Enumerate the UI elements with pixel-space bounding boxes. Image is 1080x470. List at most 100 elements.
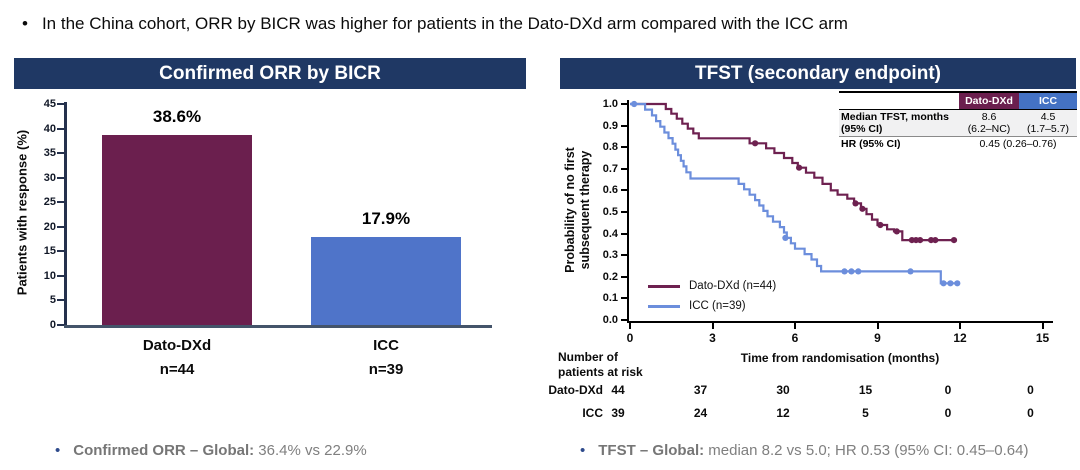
- icc-line-swatch: [648, 304, 680, 308]
- orr-ytick-mark: [57, 127, 64, 130]
- footer-orr-text: Confirmed ORR – Global: 36.4% vs 22.9%: [73, 442, 367, 459]
- km-ytick-mark: [621, 297, 627, 300]
- censor-mark: [848, 268, 855, 275]
- orr-ytick-label: 40: [43, 122, 56, 135]
- orr-ytick-label: 30: [43, 171, 56, 184]
- orr-ytick-label: 45: [43, 98, 56, 110]
- km-x-axis-line: [627, 321, 1053, 323]
- risk-table-title: Number of patients at risk: [558, 350, 643, 379]
- km-ytick-label: 0.2: [602, 270, 618, 283]
- km-curve-icc: [630, 102, 958, 285]
- risk-value-icc-m12: 0: [944, 406, 952, 420]
- km-xtick-mark: [959, 323, 961, 329]
- stats-median-icc: 4.5 (1.7–5.7): [1026, 111, 1070, 135]
- tfst-stats-table: Dato-DXd ICC Median TFST, months (95% CI…: [839, 91, 1077, 151]
- km-y-axis-label-line1: Probability of no first: [563, 147, 577, 273]
- orr-category-label: ICC: [373, 337, 399, 354]
- footer-bullet-tfst: • TFST – Global: median 8.2 vs 5.0; HR 0…: [580, 442, 1028, 459]
- orr-panel-title: Confirmed ORR by BICR: [14, 58, 526, 89]
- footer-tfst-text: TFST – Global: median 8.2 vs 5.0; HR 0.5…: [598, 442, 1029, 459]
- km-ytick-label: 0.9: [602, 119, 618, 132]
- risk-value-icc-m15: 0: [1027, 406, 1034, 420]
- km-xtick-label: 15: [1035, 331, 1050, 345]
- orr-ytick-label: 5: [49, 294, 56, 307]
- km-ytick-label: 0.0: [602, 314, 618, 326]
- risk-value-icc-m6: 12: [776, 406, 790, 420]
- orr-ytick-label: 25: [43, 196, 56, 209]
- stats-median-row: Median TFST, months (95% CI) 8.6 (6.2–NC…: [839, 110, 1077, 137]
- km-xtick-label: 6: [791, 331, 799, 345]
- orr-value-label: 38.6%: [152, 107, 202, 127]
- legend-item-icc: ICC (n=39): [648, 296, 776, 316]
- km-xtick-mark: [1041, 323, 1044, 329]
- orr-ytick-mark: [57, 274, 64, 277]
- km-ytick-mark: [621, 232, 627, 235]
- orr-ytick-label: 35: [43, 147, 56, 160]
- orr-bar-icc: [311, 237, 461, 325]
- km-curves: [630, 100, 961, 287]
- km-curve-dato-dxd: [630, 102, 955, 242]
- risk-value-dato-dxd-m12: 0: [944, 383, 952, 397]
- risk-row-label-dato-dxd: Dato-DXd: [548, 383, 603, 397]
- km-y-axis-label-line2: subsequent therapy: [578, 150, 592, 270]
- headline-bullet: • In the China cohort, ORR by BICR was h…: [22, 14, 1062, 34]
- km-ytick-label: 0.3: [602, 249, 618, 262]
- orr-category-sublabel: n=39: [368, 361, 404, 378]
- km-xtick-mark: [876, 323, 879, 329]
- risk-value-dato-dxd-m3: 37: [693, 383, 708, 397]
- risk-value-dato-dxd-m9: 15: [858, 383, 873, 397]
- km-ytick-mark: [621, 275, 627, 278]
- stats-header-dato-dxd: Dato-DXd: [959, 93, 1019, 109]
- censor-mark: [893, 228, 900, 235]
- headline-text: In the China cohort, ORR by BICR was hig…: [41, 14, 848, 33]
- orr-ytick-mark: [57, 324, 64, 326]
- censor-mark: [907, 268, 914, 275]
- censor-mark: [855, 268, 862, 275]
- censor-mark: [950, 237, 958, 244]
- stats-hr-row: HR (95% CI) 0.45 (0.26–0.76): [839, 137, 1077, 151]
- km-ytick-label: 0.7: [602, 162, 618, 175]
- km-ytick-label: 0.1: [602, 292, 618, 305]
- censor-mark: [954, 280, 961, 287]
- risk-value-icc-m9: 5: [862, 406, 869, 420]
- risk-value-icc-m3: 24: [693, 406, 708, 420]
- censor-mark: [940, 280, 947, 287]
- censor-mark: [796, 164, 803, 171]
- risk-value-dato-dxd-m6: 30: [776, 383, 790, 397]
- orr-ytick-mark: [57, 225, 64, 228]
- km-ytick-mark: [621, 189, 627, 192]
- orr-category-label: Dato-DXd: [142, 337, 212, 354]
- censor-mark: [859, 205, 866, 212]
- legend-label: Dato-DXd (n=44): [689, 280, 777, 292]
- risk-row-label-icc: ICC: [582, 406, 603, 420]
- orr-ytick-mark: [57, 250, 64, 253]
- orr-category-sublabel: n=44: [159, 361, 195, 378]
- km-ytick-label: 0.6: [602, 184, 618, 197]
- censor-mark: [947, 280, 954, 287]
- km-xtick-mark: [629, 323, 631, 329]
- orr-ytick-label: 15: [43, 245, 56, 258]
- risk-value-dato-dxd-m15: 0: [1027, 383, 1034, 397]
- censor-mark: [782, 234, 789, 241]
- bullet-icon: •: [580, 442, 586, 459]
- orr-value-label: 17.9%: [361, 209, 411, 229]
- censor-mark: [917, 237, 924, 244]
- legend-item-dato-dxd: Dato-DXd (n=44): [648, 276, 776, 296]
- km-x-axis-label: Time from randomisation (months): [740, 351, 940, 365]
- km-ytick-label: 1.0: [602, 98, 618, 110]
- censor-mark: [631, 100, 638, 108]
- stats-hr-label: HR (95% CI): [841, 138, 901, 150]
- km-ytick-mark: [621, 167, 627, 170]
- risk-value-icc-m0: 39: [611, 406, 625, 420]
- stats-header-row: Dato-DXd ICC: [839, 93, 1077, 110]
- stats-median-dato: 8.6 (6.2–NC): [967, 111, 1011, 135]
- orr-ytick-label: 20: [43, 220, 56, 233]
- stats-median-label: Median TFST, months (95% CI): [841, 111, 949, 135]
- km-legend: Dato-DXd (n=44) ICC (n=39): [648, 276, 776, 316]
- tfst-panel-title: TFST (secondary endpoint): [560, 58, 1076, 89]
- km-ytick-label: 0.8: [602, 141, 618, 154]
- stats-header-empty: [839, 93, 959, 109]
